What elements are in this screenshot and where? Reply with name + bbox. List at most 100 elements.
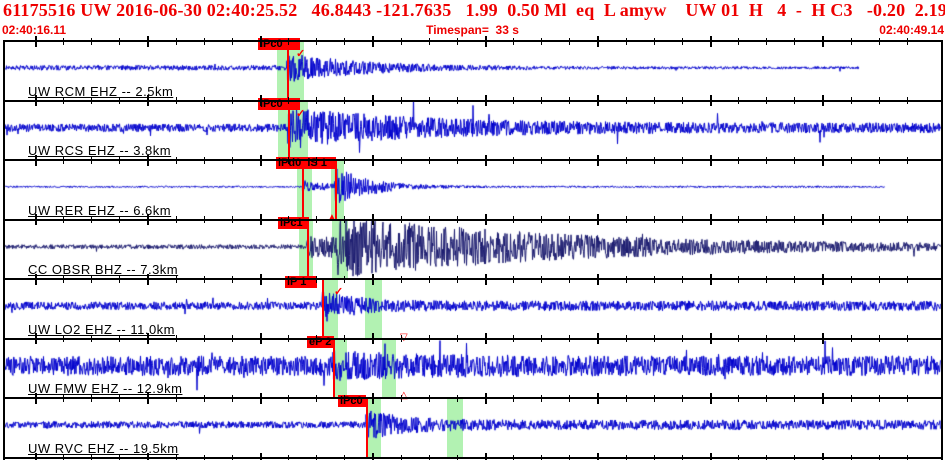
minor-tick [428, 97, 430, 105]
minor-tick [400, 275, 402, 283]
major-tick [259, 452, 262, 460]
time-axis-line [3, 452, 943, 460]
minor-tick [878, 37, 880, 45]
major-tick [484, 392, 487, 404]
major-tick [709, 333, 712, 345]
waveform-canvas[interactable] [0, 398, 945, 459]
minor-tick [653, 335, 655, 343]
minor-tick [625, 335, 627, 343]
pick-triangle-marker[interactable]: ▲ [283, 94, 293, 105]
major-tick [484, 214, 487, 226]
waveform-canvas[interactable] [0, 279, 945, 340]
major-tick [597, 273, 600, 285]
minor-tick [878, 216, 880, 224]
minor-tick [344, 216, 346, 224]
waveform-canvas[interactable] [0, 338, 945, 399]
minor-tick [63, 156, 65, 164]
major-tick [372, 95, 375, 107]
phase-pick-line[interactable] [287, 41, 289, 101]
major-tick [484, 95, 487, 107]
pick-triangle-marker[interactable]: △ [400, 390, 408, 402]
pick-triangle-marker[interactable]: ▲ [327, 211, 337, 223]
minor-tick [738, 156, 740, 164]
minor-tick [63, 275, 65, 283]
phase-pick-line[interactable] [335, 160, 337, 220]
trace-row-fmw: eP 2▽△UW FMW EHZ -- 12.9km [0, 332, 945, 402]
station-label: UW LO2 EHZ -- 11.0km [28, 321, 176, 337]
minor-tick [91, 216, 93, 224]
major-tick [484, 333, 487, 345]
minor-tick [175, 454, 177, 460]
phase-pick-line[interactable] [322, 279, 324, 339]
minor-tick [766, 97, 768, 105]
minor-tick [63, 394, 65, 402]
minor-tick [119, 156, 121, 164]
time-axis-line [3, 154, 943, 166]
minor-tick [906, 97, 908, 105]
minor-tick [738, 275, 740, 283]
minor-tick [569, 156, 571, 164]
phase-pick-line[interactable] [333, 338, 335, 399]
minor-tick [878, 394, 880, 402]
minor-tick [344, 394, 346, 402]
minor-tick [288, 156, 290, 164]
phase-pick-line[interactable] [366, 398, 368, 458]
pick-triangle-marker[interactable]: ▽ [400, 332, 408, 343]
minor-tick [850, 156, 852, 164]
minor-tick [513, 454, 515, 460]
minor-tick [231, 454, 233, 460]
minor-tick [513, 275, 515, 283]
minor-tick [766, 335, 768, 343]
minor-tick [766, 454, 768, 460]
minor-tick [569, 394, 571, 402]
minor-tick [203, 394, 205, 402]
minor-tick [203, 97, 205, 105]
minor-tick [738, 394, 740, 402]
minor-tick [316, 37, 318, 45]
minor-tick [878, 275, 880, 283]
minor-tick [625, 37, 627, 45]
major-tick [597, 154, 600, 166]
minor-tick [428, 335, 430, 343]
minor-tick [878, 335, 880, 343]
minor-tick [288, 335, 290, 343]
minor-tick [119, 335, 121, 343]
minor-tick [400, 156, 402, 164]
window-end-time: 02:40:49.14 [879, 23, 944, 37]
time-axis-line [3, 273, 943, 285]
minor-tick [653, 394, 655, 402]
pick-check-icon: ✓ [296, 48, 306, 60]
minor-tick [288, 37, 290, 45]
waveform-canvas[interactable] [0, 100, 945, 161]
major-tick [484, 154, 487, 166]
waveform-canvas[interactable] [0, 219, 945, 280]
major-tick [597, 452, 600, 460]
major-tick [147, 154, 150, 166]
minor-tick [63, 454, 65, 460]
phase-pick-line[interactable] [307, 219, 309, 280]
phase-pick-line[interactable] [302, 160, 304, 220]
waveform-canvas[interactable] [0, 41, 945, 101]
minor-tick [794, 454, 796, 460]
minor-tick [456, 454, 458, 460]
station-label: UW RCS EHZ -- 3.8km [28, 143, 172, 159]
minor-tick [428, 275, 430, 283]
major-tick [35, 35, 37, 47]
minor-tick [316, 394, 318, 402]
major-tick [484, 273, 487, 285]
waveform-canvas[interactable] [0, 160, 945, 221]
phase-pick-line[interactable] [288, 100, 290, 161]
minor-tick [456, 394, 458, 402]
major-tick [709, 452, 712, 460]
minor-tick [203, 275, 205, 283]
minor-tick [738, 454, 740, 460]
minor-tick [400, 216, 402, 224]
major-tick [822, 452, 825, 460]
minor-tick [119, 97, 121, 105]
major-tick [147, 273, 150, 285]
minor-tick [344, 335, 346, 343]
major-tick [259, 273, 262, 285]
minor-tick [906, 37, 908, 45]
minor-tick [288, 216, 290, 224]
minor-tick [541, 275, 543, 283]
